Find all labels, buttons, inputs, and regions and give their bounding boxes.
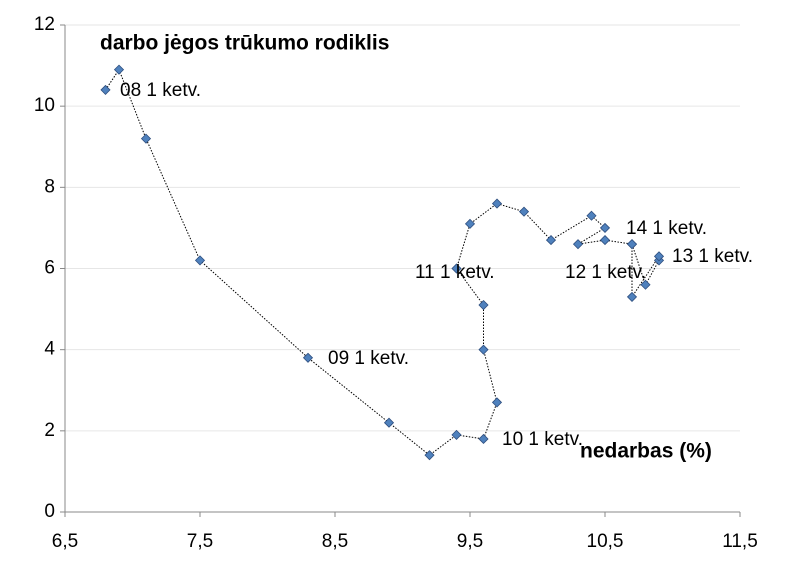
point: [518, 206, 530, 217]
point: [140, 133, 152, 144]
y-tick-label: 10: [34, 95, 55, 116]
x-axis-label: nedarbas (%): [580, 440, 712, 463]
x-tick-label: 8,5: [322, 531, 348, 552]
annotation: 10 1 ketv.: [502, 429, 583, 450]
x-tick-label: 10,5: [587, 531, 624, 552]
annotation: 11 1 ketv.: [415, 262, 495, 283]
point: [451, 429, 462, 440]
point: [424, 450, 435, 461]
point: [464, 218, 476, 229]
x-tick-label: 7,5: [187, 531, 213, 552]
point: [100, 84, 111, 95]
x-tick-label: 9,5: [457, 531, 483, 552]
y-tick-label: 4: [44, 339, 55, 360]
y-tick-label: 2: [44, 420, 55, 441]
point: [653, 251, 665, 262]
annotation: 13 1 ketv.: [672, 246, 753, 267]
x-tick-label: 6,5: [52, 531, 78, 552]
point: [113, 64, 125, 75]
point: [626, 291, 638, 302]
point: [599, 222, 611, 233]
x-tick-label: 11,5: [722, 531, 758, 552]
y-tick-label: 12: [34, 14, 55, 35]
annotation: 14 1 ketv.: [626, 218, 707, 239]
chart-title: darbo jėgos trūkumo rodiklis: [100, 32, 389, 55]
point: [545, 235, 557, 246]
annotation: 08 1 ketv.: [120, 80, 201, 101]
y-tick-label: 8: [44, 176, 55, 197]
point: [478, 299, 489, 311]
annotation: 12 1 ketv.: [565, 262, 646, 283]
y-tick-label: 0: [44, 501, 55, 522]
point: [194, 255, 206, 266]
point: [599, 235, 611, 246]
point: [451, 263, 462, 274]
point: [586, 210, 597, 221]
point: [478, 433, 489, 445]
point: [640, 279, 651, 290]
point: [626, 239, 638, 250]
y-tick-label: 6: [44, 258, 55, 279]
point: [478, 344, 489, 355]
point: [302, 352, 314, 363]
point: [383, 417, 395, 428]
annotation: 09 1 ketv.: [328, 348, 409, 369]
point: [491, 198, 503, 209]
point: [572, 239, 584, 250]
connector-line: [105, 68, 660, 456]
point: [491, 397, 503, 408]
